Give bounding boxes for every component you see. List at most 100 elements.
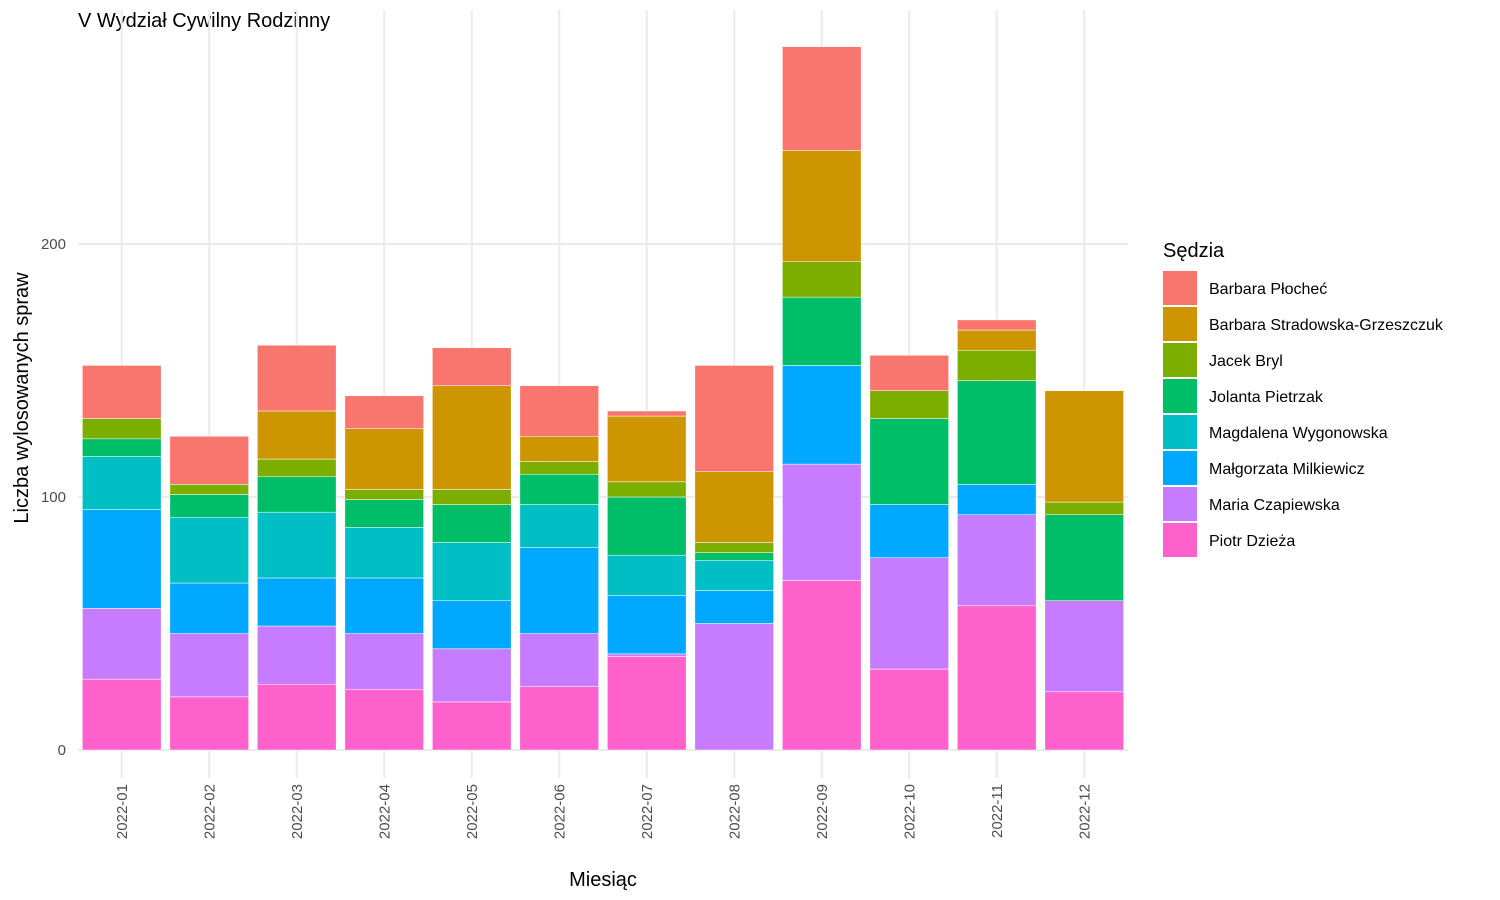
bar-segment: Małgorzata Milkiewicz 2022-08: 13 [694, 590, 774, 624]
legend-label: Piotr Dzieża [1209, 533, 1295, 550]
legend-swatch [1163, 271, 1197, 305]
bar-segment: Maria Czapiewska 2022-12: 36 [1044, 600, 1124, 693]
bar-segment: Barbara Płocheć 2022-06: 20 [519, 385, 599, 437]
bar-segment: Barbara Płocheć 2022-03: 26 [257, 344, 337, 412]
y-axis-title: Liczba wylosowanych spraw [11, 272, 33, 524]
bar-segment: Maria Czapiewska 2022-10: 44 [869, 557, 949, 670]
bar-segment: Małgorzata Milkiewicz 2022-05: 19 [432, 600, 512, 650]
bar-segment: Piotr Dzieża 2022-07: 37 [607, 656, 687, 751]
bar-segment: Piotr Dzieża 2022-11: 57 [957, 605, 1037, 751]
bar-segment: Barbara Płocheć 2022-08: 42 [694, 365, 774, 472]
bar-segment: Maria Czapiewska 2022-03: 23 [257, 625, 337, 685]
bar-segment: Małgorzata Milkiewicz 2022-06: 34 [519, 547, 599, 634]
bar-segment: Jacek Bryl 2022-07: 6 [607, 481, 687, 498]
bar-segment: Jolanta Pietrzak 2022-03: 14 [257, 476, 337, 513]
bar-segment: Magdalena Wygonowska 2022-01: 21 [82, 456, 162, 510]
legend-label: Jacek Bryl [1209, 353, 1283, 370]
bar-segment: Piotr Dzieża 2022-10: 32 [869, 668, 949, 751]
x-axis-title: Miesiąc [569, 869, 637, 891]
bar-segment: Barbara Płocheć 2022-02: 19 [169, 436, 249, 485]
bars: Piotr Dzieża 2022-01: 28Maria Czapiewska… [82, 46, 1124, 751]
bar-segment: Magdalena Wygonowska 2022-06: 17 [519, 504, 599, 548]
legend-swatch [1163, 415, 1197, 449]
bar-segment: Jolanta Pietrzak 2022-02: 9 [169, 494, 249, 518]
bar-segment: Barbara Stradowska-Grzeszczuk 2022-07: 2… [607, 415, 687, 483]
bar-segment: Piotr Dzieża 2022-03: 26 [257, 683, 337, 751]
y-tick-label: 100 [41, 489, 66, 506]
legend-title: Sędzia [1163, 240, 1225, 262]
x-tick-label: 2022-04 [376, 784, 393, 839]
legend-label: Barbara Płocheć [1209, 281, 1327, 298]
bar-segment: Maria Czapiewska 2022-11: 36 [957, 514, 1037, 607]
legend-label: Jolanta Pietrzak [1209, 389, 1324, 406]
bar-segment: Jacek Bryl 2022-05: 6 [432, 489, 512, 505]
x-tick-label: 2022-02 [201, 784, 218, 839]
chart-title: V Wydział Cywilny Rodzinny [78, 10, 330, 32]
bar-segment: Jacek Bryl 2022-06: 5 [519, 461, 599, 475]
bar-segment: Magdalena Wygonowska 2022-05: 23 [432, 542, 512, 601]
bar-segment: Jolanta Pietrzak 2022-10: 34 [869, 418, 949, 505]
bar-segment: Małgorzata Milkiewicz 2022-01: 39 [82, 509, 162, 609]
legend-swatch [1163, 451, 1197, 485]
x-tick-label: 2022-11 [989, 784, 1006, 838]
bar-segment: Piotr Dzieża 2022-05: 19 [432, 701, 512, 751]
bar-segment: Maria Czapiewska 2022-08: 50 [694, 623, 774, 751]
bar-segment: Piotr Dzieża 2022-04: 24 [344, 689, 424, 751]
bar-segment: Maria Czapiewska 2022-07: 1 [607, 653, 687, 657]
bar-segment: Piotr Dzieża 2022-12: 23 [1044, 691, 1124, 751]
bar-segment: Jolanta Pietrzak 2022-11: 41 [957, 380, 1037, 485]
bar-segment: Barbara Płocheć 2022-11: 4 [957, 319, 1037, 331]
bar-segment: Magdalena Wygonowska 2022-03: 26 [257, 511, 337, 579]
legend-swatch [1163, 307, 1197, 341]
bar-segment: Barbara Stradowska-Grzeszczuk 2022-09: 4… [782, 150, 862, 262]
bar-segment: Jolanta Pietrzak 2022-07: 23 [607, 496, 687, 556]
bar-segment: Jolanta Pietrzak 2022-04: 11 [344, 499, 424, 528]
bar-segment: Jacek Bryl 2022-10: 11 [869, 390, 949, 419]
bar-segment: Barbara Płocheć 2022-01: 21 [82, 365, 162, 419]
bar-segment: Barbara Płocheć 2022-04: 13 [344, 395, 424, 429]
bar-segment: Jacek Bryl 2022-01: 8 [82, 418, 162, 440]
legend-label: Małgorzata Milkiewicz [1209, 461, 1365, 478]
bar-segment: Magdalena Wygonowska 2022-04: 20 [344, 527, 424, 579]
bar-segment: Małgorzata Milkiewicz 2022-04: 22 [344, 577, 424, 634]
bar-segment: Jacek Bryl 2022-04: 4 [344, 489, 424, 500]
x-tick-label: 2022-01 [114, 784, 131, 839]
y-axis-ticks: 0 100 200 [41, 236, 66, 759]
bar-segment: Barbara Płocheć 2022-09: 41 [782, 46, 862, 151]
bar-segment: Jacek Bryl 2022-03: 7 [257, 458, 337, 478]
bar-segment: Jolanta Pietrzak 2022-05: 15 [432, 504, 512, 543]
bar-segment: Magdalena Wygonowska 2022-07: 16 [607, 554, 687, 596]
bar-segment: Jacek Bryl 2022-09: 14 [782, 261, 862, 298]
bar-segment: Maria Czapiewska 2022-02: 25 [169, 633, 249, 698]
x-tick-label: 2022-06 [551, 784, 568, 839]
bar-segment: Piotr Dzieża 2022-09: 67 [782, 580, 862, 751]
bar-segment: Jacek Bryl 2022-08: 4 [694, 542, 774, 553]
bar-segment: Piotr Dzieża 2022-06: 25 [519, 686, 599, 751]
bar-segment: Małgorzata Milkiewicz 2022-03: 19 [257, 577, 337, 627]
bar-segment: Barbara Stradowska-Grzeszczuk 2022-05: 4… [432, 385, 512, 490]
bar-segment: Maria Czapiewska 2022-04: 22 [344, 633, 424, 690]
bar-segment: Małgorzata Milkiewicz 2022-07: 23 [607, 595, 687, 655]
bar-segment: Barbara Płocheć 2022-07: 2 [607, 410, 687, 417]
x-tick-label: 2022-03 [289, 784, 306, 839]
legend-label: Barbara Stradowska-Grzeszczuk [1209, 317, 1444, 334]
bar-segment: Barbara Stradowska-Grzeszczuk 2022-12: 4… [1044, 390, 1124, 503]
bar-segment: Jolanta Pietrzak 2022-06: 12 [519, 473, 599, 505]
bar-segment: Barbara Stradowska-Grzeszczuk 2022-04: 2… [344, 428, 424, 490]
x-tick-label: 2022-07 [639, 784, 656, 839]
bar-segment: Barbara Stradowska-Grzeszczuk 2022-08: 2… [694, 471, 774, 543]
legend-label: Magdalena Wygonowska [1209, 425, 1388, 442]
bar-segment: Maria Czapiewska 2022-09: 46 [782, 463, 862, 581]
legend-swatch [1163, 343, 1197, 377]
bar-segment: Małgorzata Milkiewicz 2022-02: 20 [169, 582, 249, 634]
bar-segment: Piotr Dzieża 2022-01: 28 [82, 678, 162, 751]
legend-label: Maria Czapiewska [1209, 497, 1340, 514]
bar-segment: Jolanta Pietrzak 2022-12: 34 [1044, 514, 1124, 601]
x-axis-ticks: 2022-01 2022-02 2022-03 2022-04 2022-05 2022-… [114, 784, 1094, 839]
bar-segment: Małgorzata Milkiewicz 2022-10: 21 [869, 504, 949, 558]
x-tick-label: 2022-09 [814, 784, 831, 839]
bar-segment: Maria Czapiewska 2022-01: 28 [82, 608, 162, 680]
bar-segment: Barbara Płocheć 2022-10: 14 [869, 355, 949, 391]
bar-segment: Barbara Stradowska-Grzeszczuk 2022-11: 8 [957, 329, 1037, 351]
bar-segment: Magdalena Wygonowska 2022-08: 12 [694, 560, 774, 591]
